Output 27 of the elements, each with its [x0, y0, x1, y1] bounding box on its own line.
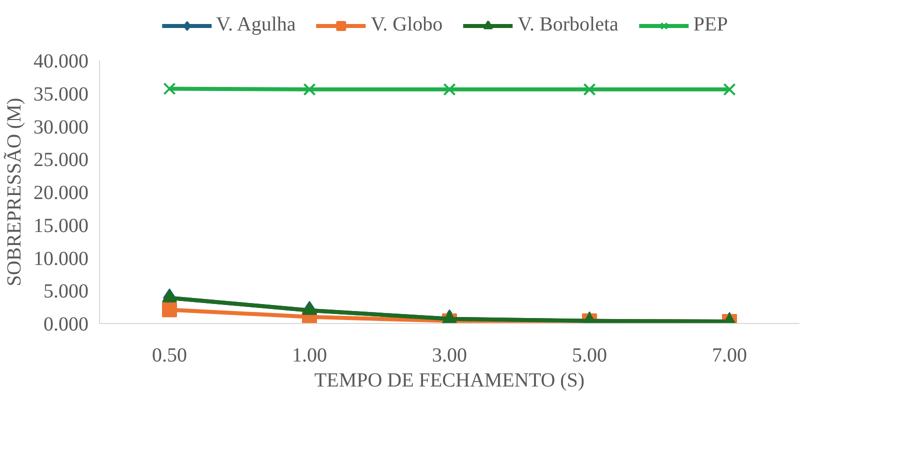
x-tick-label: 5.00: [572, 344, 607, 366]
point: [723, 83, 736, 96]
x-tick-label: 3.00: [432, 344, 467, 366]
legend-label: PEP: [693, 14, 728, 36]
x-tick-label: 1.00: [292, 344, 327, 366]
x-tick-label: 7.00: [712, 344, 747, 366]
point: [302, 302, 317, 315]
point: [162, 289, 177, 302]
y-tick-label: 30.000: [34, 116, 88, 138]
y-axis-title: SOBREPRESSÃO (M): [4, 98, 26, 286]
y-tick-label: 20.000: [34, 182, 88, 204]
y-tick-label: 0.000: [44, 314, 88, 336]
point: [163, 82, 176, 96]
y-tick-label: 40.000: [34, 50, 88, 72]
x-tick-label: 0.50: [152, 344, 187, 366]
y-tick-label: 5.000: [44, 280, 88, 303]
y-tick-label: 10.000: [34, 248, 88, 270]
legend-label: V. Globo: [370, 14, 443, 36]
point: [583, 83, 596, 96]
x-axis-title: TEMPO DE FECHAMENTO (S): [314, 370, 585, 392]
legend-label: V. Borboleta: [518, 14, 618, 36]
legend-label: V. Agulha: [216, 14, 296, 36]
y-tick-label: 15.000: [34, 214, 88, 237]
point: [303, 83, 316, 96]
y-tick-label: 35.000: [34, 83, 88, 106]
point: [443, 83, 456, 96]
y-tick-label: 25.000: [34, 149, 88, 172]
